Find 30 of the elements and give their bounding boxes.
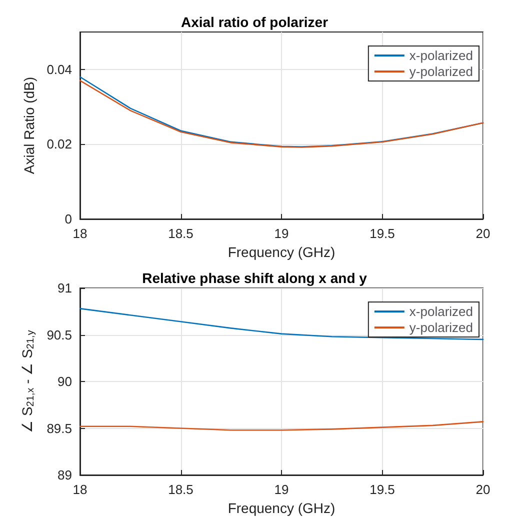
- chart-title: Relative phase shift along x and y: [142, 270, 368, 286]
- x-tick-label: 18: [72, 226, 88, 241]
- x-tick-label: 18: [72, 482, 88, 497]
- x-axis-title: Frequency (GHz): [228, 244, 336, 260]
- y-tick-label: 91: [58, 280, 72, 296]
- y-tick-label: 89.5: [46, 420, 72, 436]
- legend-label: x-polarized: [409, 304, 474, 319]
- legend-label: x-polarized: [409, 48, 474, 63]
- line-series: [79, 421, 484, 431]
- y-tick-label: 0.04: [46, 62, 72, 77]
- y-tick-label: 89: [58, 468, 72, 482]
- y-tick-label: 90: [58, 374, 72, 389]
- x-tick-label: 19: [274, 482, 289, 497]
- x-tick-label: 19.5: [370, 482, 395, 497]
- x-tick-label: 19: [274, 226, 289, 241]
- y-axis-title: Axial Ratio (dB): [20, 76, 37, 174]
- x-tick-label: 19.5: [370, 226, 395, 241]
- y-tick-label: 0.02: [46, 136, 72, 152]
- y-tick-label: 90.5: [46, 327, 72, 342]
- x-axis-title: Frequency (GHz): [228, 500, 336, 516]
- line-series: [79, 308, 484, 340]
- x-tick-label: 20: [476, 482, 490, 497]
- x-tick-label: 18.5: [168, 226, 194, 241]
- chart-title: Axial ratio of polarizer: [180, 14, 329, 30]
- legend-label: y-polarized: [409, 64, 474, 79]
- y-tick-label: 0: [64, 212, 72, 226]
- y-axis-title: ∠ S21,x - ∠ S21,y: [18, 330, 36, 433]
- x-tick-label: 18.5: [168, 482, 194, 497]
- x-tick-label: 20: [476, 226, 490, 241]
- legend-label: y-polarized: [409, 320, 474, 335]
